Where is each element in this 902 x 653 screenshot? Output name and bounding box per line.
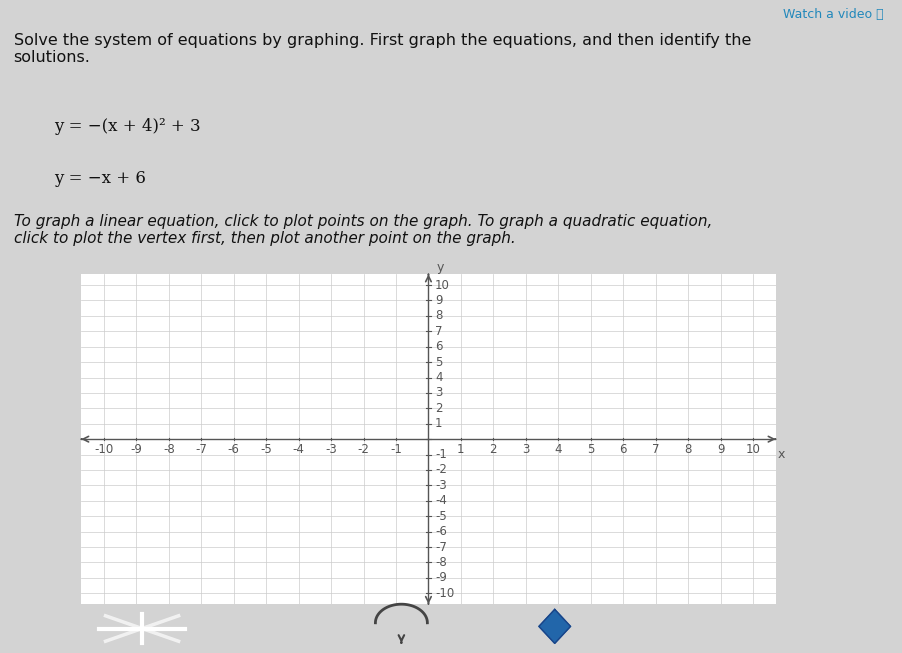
Text: 6: 6 — [435, 340, 443, 353]
Text: -1: -1 — [435, 448, 446, 461]
Text: y = −(x + 4)² + 3: y = −(x + 4)² + 3 — [54, 118, 201, 135]
Text: 10: 10 — [435, 279, 450, 291]
Text: -5: -5 — [261, 443, 272, 456]
Text: -4: -4 — [435, 494, 446, 507]
Text: -3: -3 — [435, 479, 446, 492]
Text: 2: 2 — [435, 402, 443, 415]
Text: x: x — [778, 447, 785, 460]
Text: -4: -4 — [292, 443, 305, 456]
Text: -7: -7 — [435, 541, 446, 554]
Text: 8: 8 — [685, 443, 692, 456]
Text: Watch a video ⓘ: Watch a video ⓘ — [783, 8, 884, 22]
Text: 10: 10 — [746, 443, 760, 456]
Text: -10: -10 — [435, 587, 455, 599]
Text: y: y — [437, 261, 444, 274]
Text: 1: 1 — [435, 417, 443, 430]
Polygon shape — [538, 609, 570, 643]
Text: -9: -9 — [131, 443, 143, 456]
Text: -3: -3 — [326, 443, 337, 456]
Text: -6: -6 — [228, 443, 240, 456]
Text: 5: 5 — [435, 356, 442, 368]
Text: -6: -6 — [435, 525, 446, 538]
Text: 8: 8 — [435, 310, 442, 323]
Text: -2: -2 — [435, 464, 446, 477]
Text: 6: 6 — [620, 443, 627, 456]
Text: 1: 1 — [457, 443, 465, 456]
Text: 3: 3 — [435, 387, 442, 400]
Text: -8: -8 — [163, 443, 175, 456]
Text: -5: -5 — [435, 510, 446, 522]
Text: -1: -1 — [390, 443, 402, 456]
Text: 2: 2 — [490, 443, 497, 456]
Text: 4: 4 — [555, 443, 562, 456]
Text: -10: -10 — [95, 443, 114, 456]
Text: To graph a linear equation, click to plot points on the graph. To graph a quadra: To graph a linear equation, click to plo… — [14, 214, 712, 246]
Text: 7: 7 — [435, 325, 443, 338]
Text: y = −x + 6: y = −x + 6 — [54, 170, 146, 187]
Text: 9: 9 — [717, 443, 724, 456]
Text: 7: 7 — [652, 443, 659, 456]
Text: -2: -2 — [357, 443, 370, 456]
Text: -8: -8 — [435, 556, 446, 569]
Text: 3: 3 — [522, 443, 529, 456]
Text: -9: -9 — [435, 571, 446, 584]
Text: 5: 5 — [587, 443, 594, 456]
Text: 4: 4 — [435, 371, 443, 384]
Text: Solve the system of equations by graphing. First graph the equations, and then i: Solve the system of equations by graphin… — [14, 33, 750, 65]
Text: -7: -7 — [196, 443, 207, 456]
Text: 9: 9 — [435, 294, 443, 307]
